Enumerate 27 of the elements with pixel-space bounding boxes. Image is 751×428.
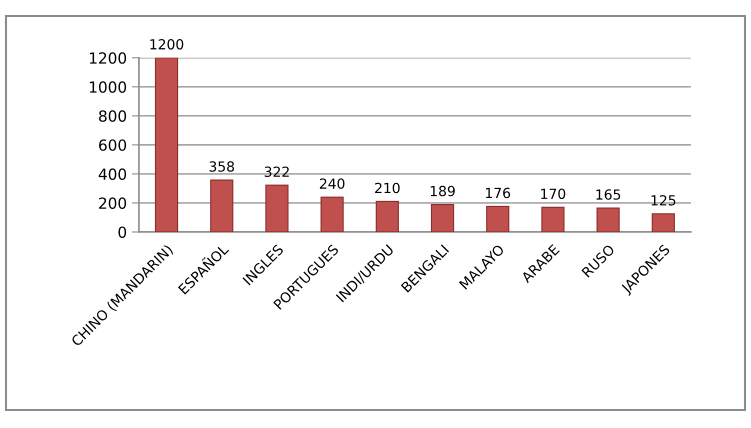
data-label: 1200 [150,39,184,50]
y-tick-label: 200 [99,197,126,209]
y-tick-label: 400 [98,168,126,180]
y-tick-label: 1000 [90,81,126,93]
data-label: 170 [541,188,566,200]
bar [596,207,620,232]
bar [265,184,289,232]
data-label: 358 [210,161,234,172]
y-tick-label: 1200 [90,52,126,64]
y-tick-label: 0 [118,226,126,238]
data-label: 176 [486,188,510,198]
bar [320,196,344,232]
bar [154,58,178,232]
y-tick-label: 800 [99,110,126,122]
y-tick-label: 600 [99,139,126,151]
bar [376,200,399,232]
data-label: 165 [596,189,620,200]
bar [430,204,454,232]
bar [486,206,510,232]
data-label: 240 [320,178,344,189]
data-label: 189 [430,186,455,196]
bar [541,206,565,232]
data-label: 322 [264,166,289,177]
bar [210,179,234,232]
data-label: 125 [652,195,676,206]
data-label: 210 [375,182,400,194]
bar [652,213,675,232]
